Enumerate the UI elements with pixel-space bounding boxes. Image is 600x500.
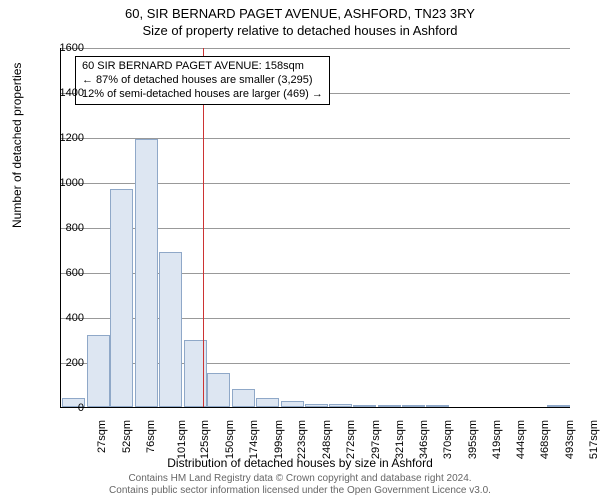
y-tick-label: 1000 <box>44 177 84 189</box>
histogram-bar <box>281 401 304 407</box>
chart-title-line2: Size of property relative to detached ho… <box>0 21 600 38</box>
x-tick-label: 370sqm <box>442 420 454 459</box>
y-tick-label: 200 <box>44 357 84 369</box>
chart-area: 60 SIR BERNARD PAGET AVENUE: 158sqm ← 87… <box>60 48 570 408</box>
x-tick-label: 27sqm <box>96 420 108 453</box>
annotation-line2: ← 87% of detached houses are smaller (3,… <box>82 74 323 88</box>
x-tick-label: 321sqm <box>394 420 406 459</box>
x-tick-label: 223sqm <box>297 420 309 459</box>
histogram-bar <box>256 398 279 407</box>
chart-container: 60, SIR BERNARD PAGET AVENUE, ASHFORD, T… <box>0 0 600 500</box>
histogram-bar <box>87 335 110 407</box>
histogram-bar <box>207 373 230 407</box>
histogram-bar <box>135 139 158 407</box>
y-tick-label: 1600 <box>44 42 84 54</box>
histogram-bar <box>159 252 182 407</box>
y-tick-label: 0 <box>44 402 84 414</box>
x-tick-label: 199sqm <box>273 420 285 459</box>
gridline <box>61 48 570 49</box>
y-tick-label: 600 <box>44 267 84 279</box>
y-tick-label: 800 <box>44 222 84 234</box>
annotation-box: 60 SIR BERNARD PAGET AVENUE: 158sqm ← 87… <box>75 56 330 105</box>
histogram-bar <box>110 189 133 407</box>
y-tick-label: 1400 <box>44 87 84 99</box>
x-tick-label: 150sqm <box>224 420 236 459</box>
x-tick-label: 174sqm <box>248 420 260 459</box>
x-tick-label: 444sqm <box>515 420 527 459</box>
histogram-bar <box>402 405 425 407</box>
y-tick-label: 1200 <box>44 132 84 144</box>
x-tick-label: 297sqm <box>370 420 382 459</box>
x-tick-label: 248sqm <box>321 420 333 459</box>
histogram-bar <box>305 404 328 407</box>
x-tick-label: 395sqm <box>467 420 479 459</box>
histogram-bar <box>378 405 401 407</box>
x-tick-label: 101sqm <box>176 420 188 459</box>
x-tick-label: 272sqm <box>345 420 357 459</box>
x-tick-label: 517sqm <box>588 420 600 459</box>
x-tick-label: 493sqm <box>564 420 576 459</box>
histogram-bar <box>547 405 570 407</box>
annotation-line3: 12% of semi-detached houses are larger (… <box>82 88 323 102</box>
footer-line2: Contains public sector information licen… <box>0 485 600 497</box>
x-tick-label: 52sqm <box>121 420 133 453</box>
x-tick-label: 346sqm <box>418 420 430 459</box>
y-axis-label: Number of detached properties <box>10 63 24 228</box>
x-tick-label: 76sqm <box>145 420 157 453</box>
y-tick-label: 400 <box>44 312 84 324</box>
x-tick-label: 125sqm <box>200 420 212 459</box>
chart-title-line1: 60, SIR BERNARD PAGET AVENUE, ASHFORD, T… <box>0 0 600 21</box>
histogram-bar <box>426 405 449 407</box>
annotation-line1: 60 SIR BERNARD PAGET AVENUE: 158sqm <box>82 60 323 74</box>
histogram-bar <box>329 404 352 407</box>
x-tick-label: 419sqm <box>491 420 503 459</box>
histogram-bar <box>353 405 376 407</box>
footer-line1: Contains HM Land Registry data © Crown c… <box>0 473 600 485</box>
histogram-bar <box>232 389 255 407</box>
x-tick-label: 468sqm <box>539 420 551 459</box>
footer-attribution: Contains HM Land Registry data © Crown c… <box>0 473 600 497</box>
